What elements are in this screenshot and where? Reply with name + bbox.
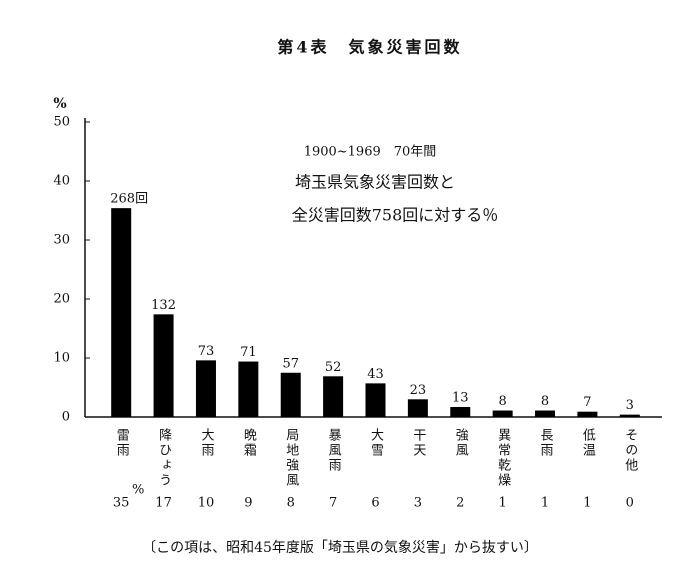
y-tick-label: 50 (53, 115, 70, 130)
bar (577, 411, 598, 417)
bar (535, 410, 556, 417)
y-tick-label: 0 (62, 410, 70, 425)
x-tick-label: 大雨 (198, 428, 214, 458)
count-label: 8 (541, 394, 549, 409)
count-label: 7 (583, 395, 591, 410)
footnote: 〔この項は、昭和45年度版「埼玉県の気象災害」から抜すい〕 (142, 540, 538, 556)
x-tick-label: 晩霜 (241, 428, 257, 458)
value-label: 9 (244, 496, 252, 511)
count-label: 132 (151, 298, 176, 313)
bar (407, 399, 428, 417)
value-label: 3 (414, 496, 422, 511)
x-tick-label: 局地強風 (283, 428, 299, 488)
count-label: 268回 (110, 192, 148, 207)
value-label: 8 (287, 496, 295, 511)
bar (365, 383, 386, 417)
count-label: 3 (626, 398, 634, 413)
count-label: 8 (499, 394, 507, 409)
x-tick-label: 降ひょう (156, 428, 171, 488)
count-label: 73 (198, 344, 215, 359)
x-tick-label: 干天 (410, 428, 426, 458)
annotation: 1900~1969 70年間 (304, 145, 437, 160)
bar (492, 410, 513, 417)
value-label: 1 (541, 496, 549, 511)
bar (111, 208, 132, 417)
value-label: 0 (626, 496, 634, 511)
x-tick-label: 低温 (580, 428, 596, 458)
bar (619, 414, 640, 417)
y-tick-label: 10 (53, 351, 70, 366)
value-label: 1 (499, 496, 507, 511)
value-label-unit: % (132, 483, 144, 498)
bar (280, 372, 301, 417)
count-label: 43 (367, 367, 384, 382)
x-tick-label: 強風 (453, 428, 469, 458)
value-label: 1 (583, 496, 591, 511)
x-tick-label: 異常乾燥 (495, 428, 511, 488)
y-tick-label: 30 (53, 233, 70, 248)
y-axis-label: % (53, 96, 66, 112)
annotation: 全災害回数758回に対する％ (292, 206, 499, 225)
chart-title: 第4表 気象災害回数 (277, 38, 462, 57)
x-tick-label: 暴風雨 (326, 428, 342, 473)
count-label: 23 (410, 383, 427, 398)
y-tick-label: 40 (53, 174, 70, 189)
x-tick-label: その他 (622, 428, 638, 473)
value-label: 2 (456, 496, 464, 511)
count-label: 13 (452, 390, 469, 405)
count-label: 71 (240, 345, 257, 360)
value-label: 7 (329, 496, 337, 511)
bar (323, 376, 344, 417)
count-label: 52 (325, 360, 342, 375)
value-label: 10 (198, 496, 215, 511)
bar (450, 406, 471, 417)
bar (153, 314, 174, 417)
value-label: 35 (113, 496, 130, 511)
x-tick-label: 雷雨 (114, 428, 130, 458)
y-tick-label: 20 (53, 292, 70, 307)
value-label: 17 (155, 496, 172, 511)
bar (195, 360, 216, 417)
count-label: 57 (282, 356, 299, 371)
bar (238, 361, 259, 417)
x-tick-label: 長雨 (538, 428, 554, 458)
annotation: 埼玉県気象災害回数と (295, 173, 455, 192)
x-tick-label: 大雪 (368, 428, 384, 458)
value-label: 6 (371, 496, 379, 511)
